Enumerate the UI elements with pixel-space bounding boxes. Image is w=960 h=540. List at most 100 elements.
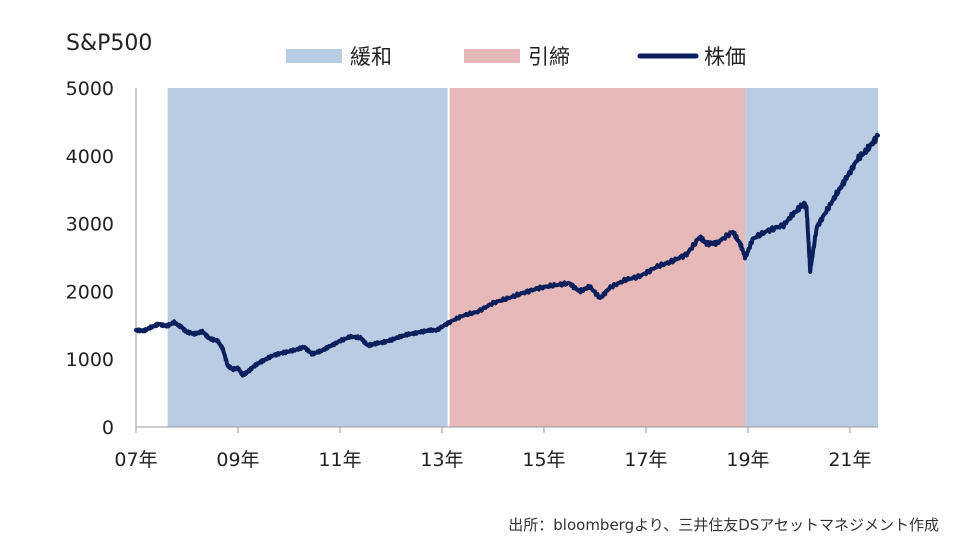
series-point bbox=[157, 322, 160, 325]
series-point bbox=[447, 321, 450, 324]
series-point bbox=[809, 270, 812, 273]
series-point bbox=[247, 370, 250, 373]
series-point bbox=[731, 230, 734, 233]
band-0 bbox=[167, 88, 449, 427]
series-point bbox=[655, 265, 658, 268]
series-point bbox=[150, 326, 153, 329]
series-point bbox=[384, 340, 387, 343]
series-point bbox=[846, 175, 849, 178]
series-point bbox=[272, 354, 275, 357]
series-point bbox=[262, 359, 265, 362]
y-tick-label: 1000 bbox=[66, 349, 114, 371]
series-point bbox=[231, 368, 234, 371]
legend-label-tightening: 引締 bbox=[528, 45, 570, 69]
policy-bands bbox=[167, 88, 878, 427]
series-point bbox=[744, 256, 747, 259]
series-point bbox=[624, 278, 627, 281]
series-point bbox=[716, 241, 719, 244]
series-point bbox=[236, 367, 239, 370]
series-point bbox=[826, 209, 829, 212]
series-point bbox=[588, 285, 591, 288]
axes bbox=[135, 88, 878, 428]
series-point bbox=[349, 335, 352, 338]
series-point bbox=[165, 324, 168, 327]
y-tick-label: 2000 bbox=[66, 281, 114, 303]
series-point bbox=[609, 286, 612, 289]
series-point bbox=[553, 284, 556, 287]
source-note: 出所：bloombergより、三井住友DSアセットマネジメント作成 bbox=[508, 516, 939, 534]
series-point bbox=[866, 148, 869, 151]
legend-label-stock-price: 株価 bbox=[704, 45, 746, 69]
series-point bbox=[599, 297, 602, 300]
series-point bbox=[461, 314, 464, 317]
series-point bbox=[254, 363, 257, 366]
series-layer bbox=[134, 132, 880, 378]
series-point bbox=[836, 192, 839, 195]
series-point bbox=[185, 331, 188, 334]
y-tick-label: 5000 bbox=[66, 78, 114, 100]
series-point bbox=[698, 236, 701, 239]
series-point bbox=[395, 337, 398, 340]
series-point bbox=[226, 364, 229, 367]
x-tick-label: 15年 bbox=[522, 449, 565, 471]
x-tick-label: 17年 bbox=[624, 449, 667, 471]
legend: 緩和 引締 株価 bbox=[286, 45, 746, 69]
series-point bbox=[685, 253, 688, 256]
series-point bbox=[328, 345, 331, 348]
series-point bbox=[815, 225, 818, 228]
band-1 bbox=[448, 88, 746, 427]
y-tick-label: 0 bbox=[102, 417, 114, 439]
series-point bbox=[425, 329, 428, 332]
x-tick-label: 09年 bbox=[216, 449, 259, 471]
series-point bbox=[706, 242, 709, 245]
legend-swatch-easing bbox=[286, 49, 342, 63]
series-point bbox=[639, 274, 642, 277]
y-tick-label: 3000 bbox=[66, 214, 114, 236]
series-point bbox=[142, 329, 145, 332]
series-point bbox=[522, 291, 525, 294]
series-point bbox=[318, 350, 321, 353]
series-point bbox=[374, 342, 377, 345]
series-point bbox=[303, 345, 306, 348]
series-point bbox=[752, 237, 755, 240]
series-point bbox=[803, 202, 806, 205]
series-point bbox=[568, 282, 571, 285]
series-point bbox=[310, 352, 313, 355]
series-point bbox=[476, 310, 479, 313]
series-point bbox=[415, 331, 418, 334]
series-point bbox=[338, 339, 341, 342]
series-point bbox=[805, 207, 808, 210]
x-tick-label: 21年 bbox=[828, 449, 871, 471]
series-point bbox=[208, 337, 211, 340]
chart-title: S&P500 bbox=[66, 31, 152, 56]
legend-label-easing: 緩和 bbox=[350, 45, 392, 69]
series-point bbox=[405, 333, 408, 336]
series-point bbox=[782, 223, 785, 226]
series-point bbox=[367, 344, 370, 347]
series-point bbox=[359, 336, 362, 339]
series-point bbox=[767, 229, 770, 232]
series-point bbox=[435, 329, 438, 332]
series-point bbox=[293, 349, 296, 352]
legend-swatch-tightening bbox=[464, 49, 520, 63]
series-point bbox=[792, 212, 795, 215]
series-point bbox=[201, 330, 204, 333]
series-point bbox=[507, 297, 510, 300]
series-point bbox=[173, 321, 176, 324]
series-point bbox=[193, 333, 196, 336]
series-point bbox=[242, 374, 245, 377]
y-tick-label: 4000 bbox=[66, 146, 114, 168]
series-point bbox=[739, 242, 742, 245]
series-point bbox=[578, 290, 581, 293]
series-line-0 bbox=[134, 132, 880, 378]
x-tick-label: 11年 bbox=[318, 449, 361, 471]
x-tick-label: 07年 bbox=[114, 449, 157, 471]
series-point bbox=[135, 329, 138, 332]
series-point bbox=[537, 287, 540, 290]
x-tick-label: 13年 bbox=[420, 449, 463, 471]
series-point bbox=[856, 158, 859, 161]
series-point bbox=[216, 339, 219, 342]
series-point bbox=[221, 347, 224, 350]
